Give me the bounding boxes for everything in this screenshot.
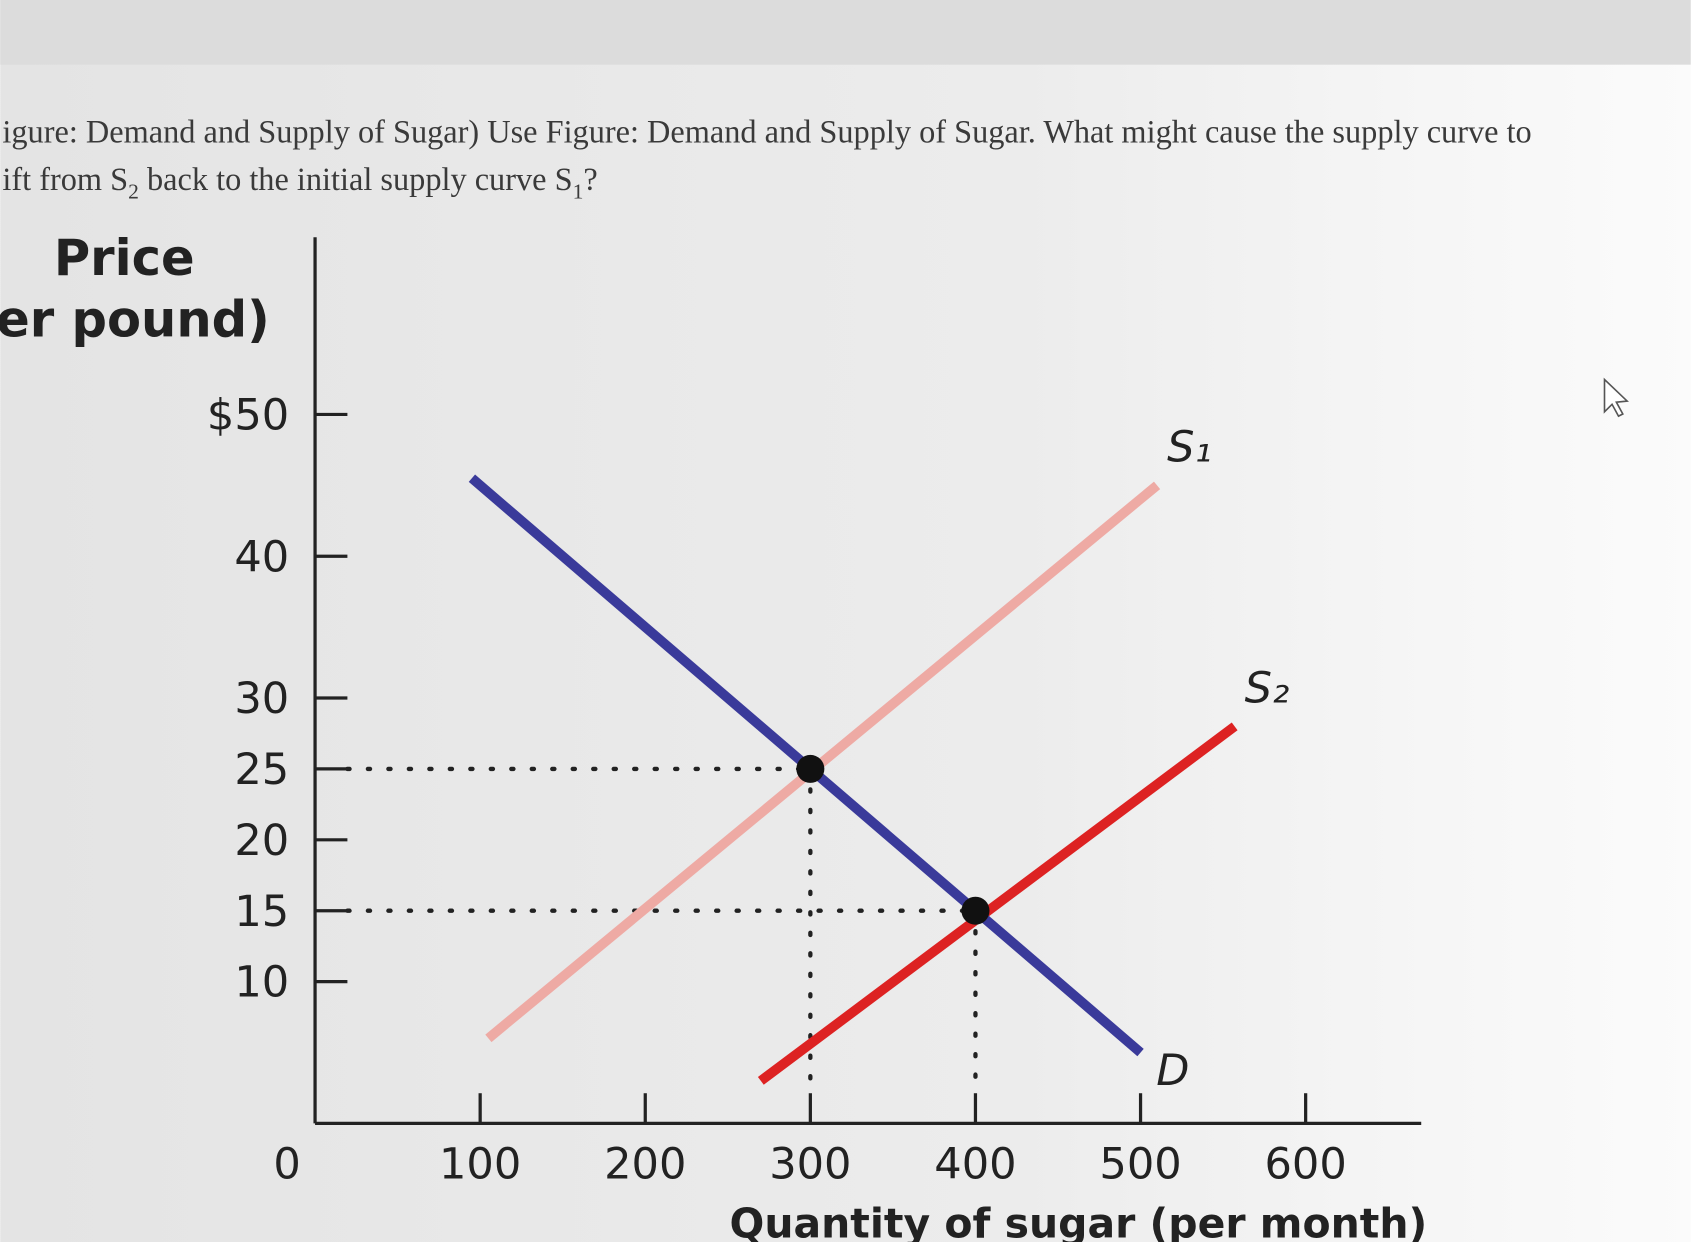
x-axis-label: Quantity of sugar (per month) xyxy=(730,1200,1428,1242)
question-line: ift from S2 back to the initial supply c… xyxy=(2,161,597,204)
x-tick-label: 300 xyxy=(769,1139,851,1189)
y-tick-label: 15 xyxy=(234,887,289,937)
subscript: 1 xyxy=(573,179,584,203)
y-tick-label: 25 xyxy=(234,745,289,795)
x-tick-label: 400 xyxy=(934,1139,1016,1189)
cursor-icon xyxy=(1603,377,1629,418)
series-label: S₂ xyxy=(1245,664,1290,714)
subscript: 2 xyxy=(128,179,139,203)
y-tick-label: 30 xyxy=(234,674,289,724)
y-axis-label: per pound) xyxy=(0,290,270,348)
series-line xyxy=(485,481,1161,1043)
question-text: ? xyxy=(583,161,597,197)
question-text: ift from S xyxy=(2,161,128,197)
x-tick-label: 100 xyxy=(439,1139,521,1189)
question-line: igure: Demand and Supply of Sugar) Use F… xyxy=(2,113,1531,149)
y-axis-label: Price xyxy=(54,229,195,287)
y-tick-label: 20 xyxy=(234,816,289,866)
y-tick-label: $50 xyxy=(207,391,289,441)
question-text: back to the initial supply curve S xyxy=(139,161,573,197)
y-tick-label: 10 xyxy=(234,958,289,1008)
y-tick-label: 40 xyxy=(234,532,289,582)
series-label: D xyxy=(1156,1046,1189,1096)
x-tick-label: 200 xyxy=(604,1139,686,1189)
x-tick-label: 500 xyxy=(1099,1139,1181,1189)
x-tick-label: 600 xyxy=(1265,1139,1347,1189)
equilibrium-point xyxy=(961,896,990,925)
series-label: S₁ xyxy=(1167,423,1212,473)
series-line xyxy=(757,722,1238,1085)
equilibrium-point xyxy=(796,754,825,783)
x-tick-label: 0 xyxy=(273,1139,300,1189)
top-band xyxy=(0,0,1691,65)
